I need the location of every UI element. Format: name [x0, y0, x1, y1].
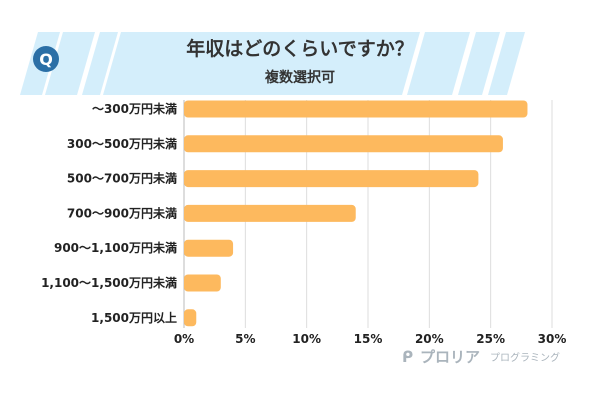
q-badge-text: Q — [39, 50, 53, 69]
x-tick-label: 30% — [538, 332, 567, 346]
bar — [184, 204, 356, 222]
x-tick-label: 0% — [174, 332, 194, 346]
banner-stripe — [82, 32, 118, 95]
x-tick-label: 10% — [292, 332, 321, 346]
watermark: ᑭ プロリア プログラミング — [402, 348, 560, 366]
bar — [184, 309, 197, 327]
category-label: 700～900万円未満 — [67, 205, 177, 220]
banner-stripe — [407, 32, 470, 95]
bar — [184, 274, 221, 292]
bar — [184, 239, 234, 257]
watermark-logo-icon: ᑭ — [402, 348, 413, 366]
x-tick-label: 5% — [235, 332, 255, 346]
category-label: ～300万円未満 — [92, 101, 177, 116]
banner-main — [103, 32, 420, 95]
q-badge-icon — [33, 46, 59, 72]
banner-stripe — [488, 32, 525, 95]
category-label: 1,500万円以上 — [91, 310, 177, 325]
bar — [184, 100, 528, 118]
chart-title: 年収はどのくらいですか？ — [186, 37, 413, 60]
banner-stripe — [458, 32, 500, 95]
x-tick-label: 25% — [476, 332, 505, 346]
watermark-brand: プロリア — [420, 348, 480, 366]
title-banner: Q 年収はどのくらいですか？ 複数選択可 — [20, 32, 525, 95]
banner-stripe — [45, 32, 95, 95]
x-tick-label: 15% — [354, 332, 383, 346]
category-label: 900～1,100万円未満 — [54, 240, 177, 255]
bar — [184, 170, 479, 188]
category-label: 300～500万円未満 — [67, 136, 177, 151]
category-label: 500～700万円未満 — [67, 171, 177, 186]
chart-subtitle: 複数選択可 — [264, 69, 335, 86]
watermark-sub: プログラミング — [490, 351, 560, 364]
category-label: 1,100～1,500万円未満 — [41, 275, 177, 290]
x-tick-label: 20% — [415, 332, 444, 346]
bar — [184, 135, 503, 153]
